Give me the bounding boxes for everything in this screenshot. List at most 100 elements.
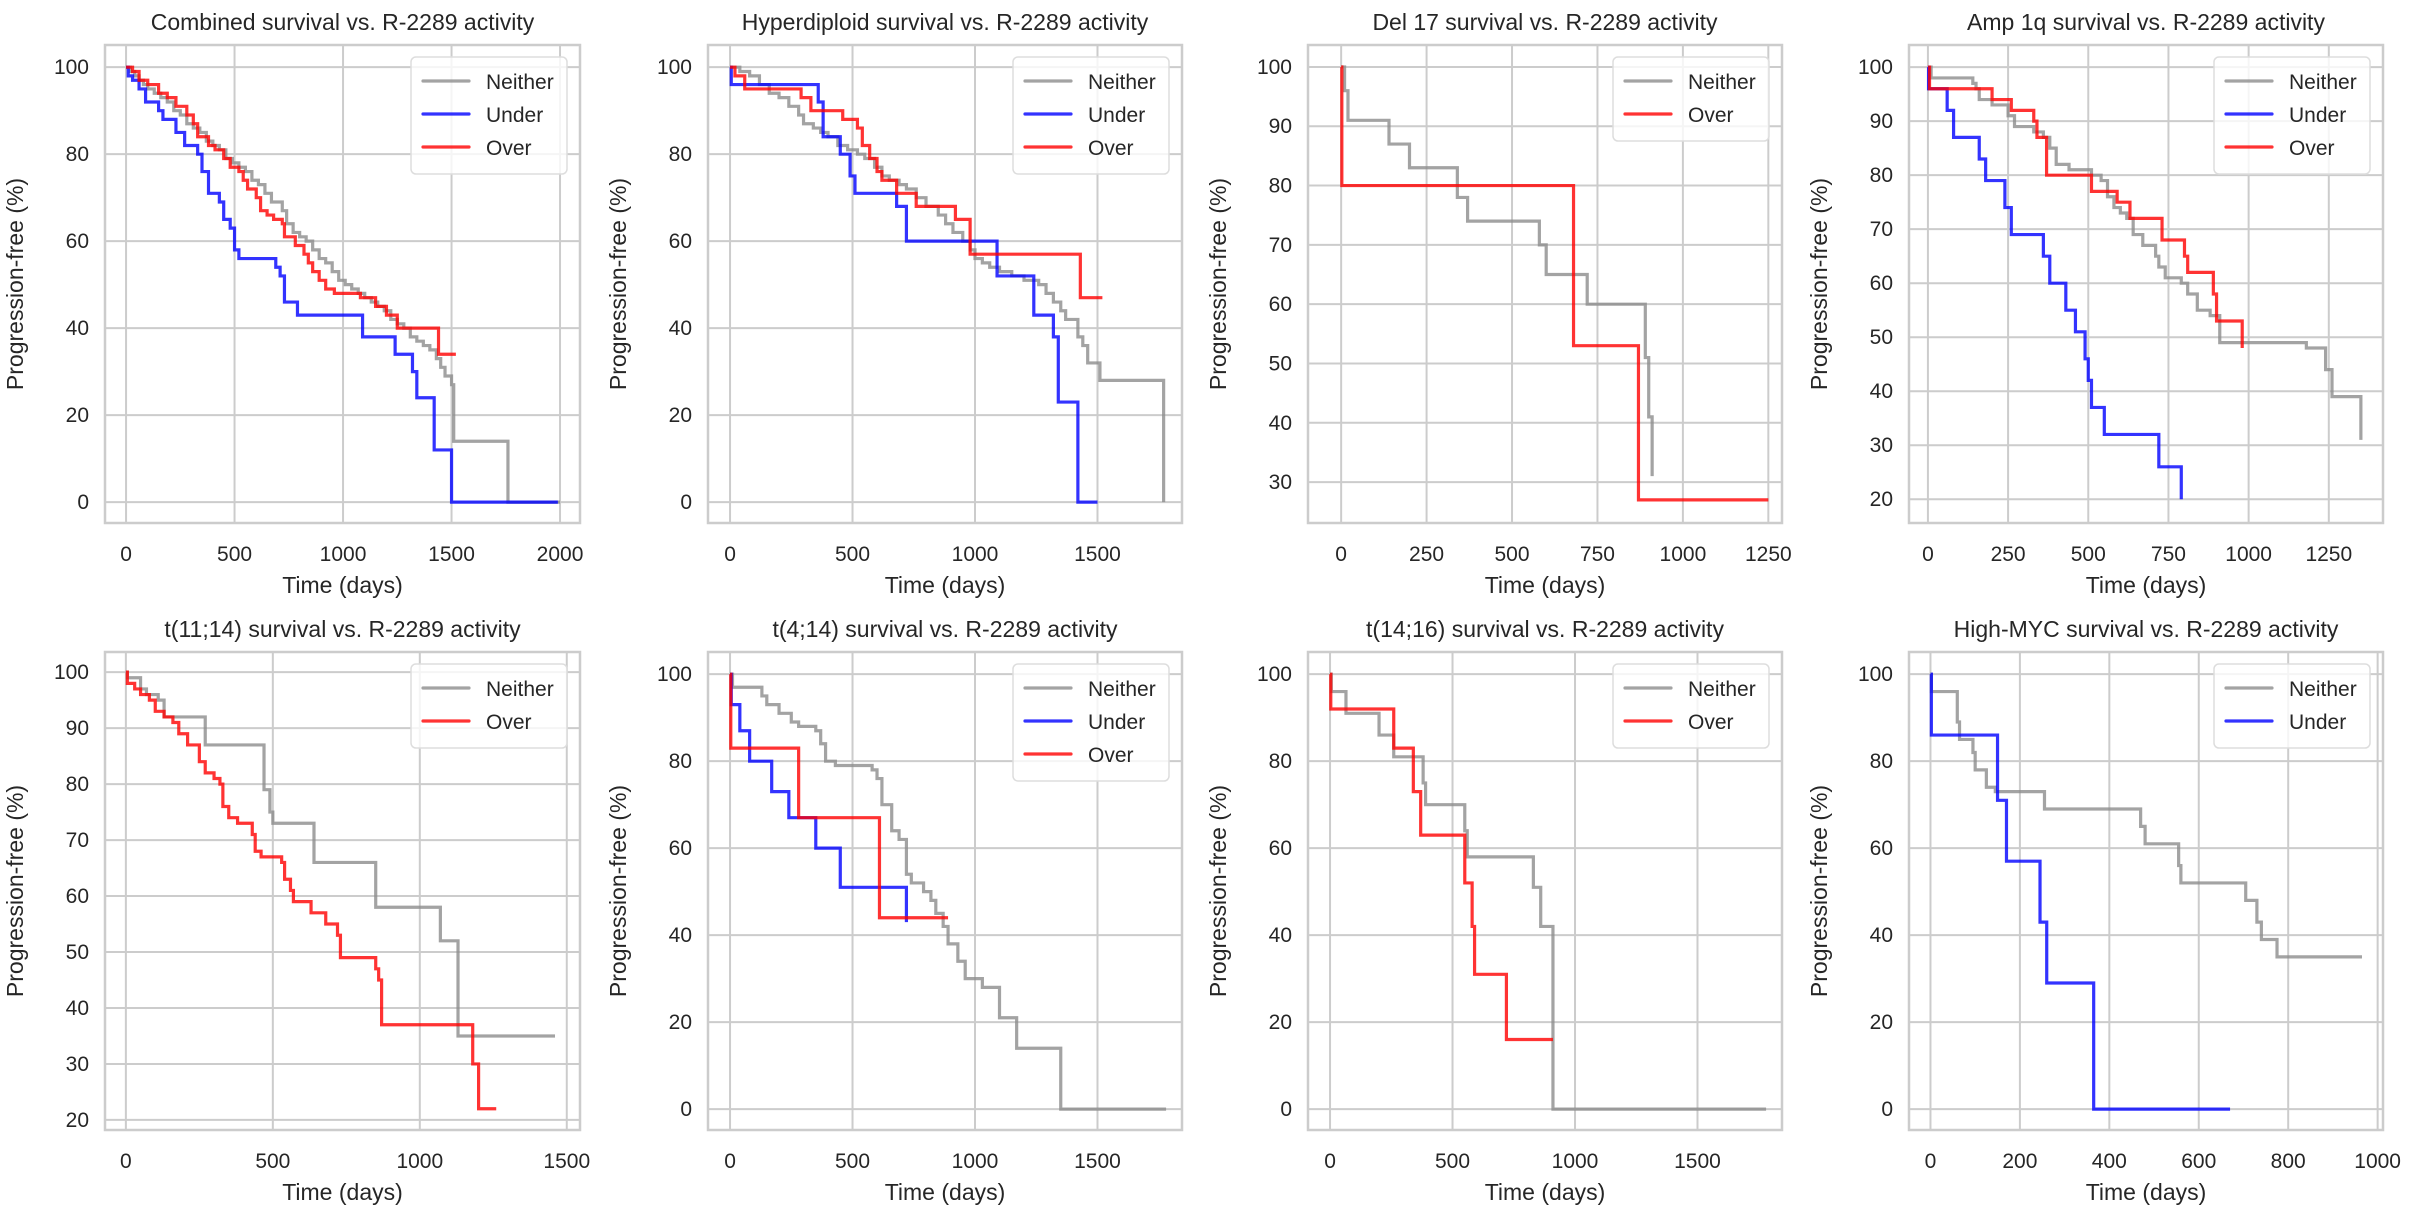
- x-tick-label: 750: [1580, 543, 1615, 566]
- x-tick-label: 600: [2181, 1150, 2216, 1173]
- subplot-title: Hyperdiploid survival vs. R-2289 activit…: [742, 9, 1149, 35]
- series-line-neither: [126, 65, 561, 504]
- x-tick-label: 1250: [1745, 543, 1792, 566]
- series-line-over: [1927, 65, 2244, 349]
- legend-label: Over: [1088, 137, 1134, 160]
- x-tick-label: 0: [1922, 543, 1934, 566]
- y-tick-label: 100: [1257, 663, 1292, 686]
- x-tick-label: 0: [1335, 543, 1347, 566]
- subplot-title: High-MYC survival vs. R-2289 activity: [1954, 616, 2339, 642]
- y-tick-label: 80: [1870, 750, 1893, 773]
- y-tick-label: 100: [657, 663, 692, 686]
- subplot-7: t(14;16) survival vs. R-2289 activity 0 50…: [1205, 616, 1784, 1205]
- x-tick-label: 0: [120, 543, 132, 566]
- y-tick-label: 30: [1870, 434, 1893, 457]
- legend-label: Over: [2289, 137, 2335, 160]
- legend-box: [410, 56, 568, 175]
- y-tick-label: 20: [1870, 488, 1893, 511]
- y-tick-label: 50: [1870, 326, 1893, 349]
- x-tick-label: 1500: [428, 543, 475, 566]
- y-tick-label: 100: [1257, 56, 1292, 79]
- legend-label: Under: [1088, 711, 1145, 734]
- axes-frame: [1907, 650, 2385, 1132]
- series-line-under: [1926, 65, 2183, 500]
- axes-frame: [103, 43, 582, 525]
- y-tick-label: 60: [1269, 837, 1292, 860]
- series-line-neither: [730, 65, 1166, 503]
- y-tick-label: 80: [1269, 175, 1292, 198]
- legend-label: Over: [486, 137, 532, 160]
- y-axis-label: Progression-free (%): [605, 785, 631, 997]
- y-tick-label: 90: [1870, 110, 1893, 133]
- x-axis-label: Time (days): [885, 1179, 1006, 1205]
- series-line-under: [126, 65, 558, 504]
- legend-label: Over: [1088, 744, 1134, 767]
- axes-frame: [706, 43, 1184, 525]
- legend-box: [1012, 56, 1170, 175]
- x-tick-label: 200: [2002, 1150, 2037, 1173]
- y-tick-label: 60: [1870, 272, 1893, 295]
- legend-box: [1612, 663, 1770, 749]
- y-axis-label: Progression-free (%): [2, 785, 28, 997]
- series-line-neither: [1927, 65, 2363, 440]
- y-tick-label: 80: [1269, 750, 1292, 773]
- legend-label: Neither: [2289, 71, 2357, 94]
- x-tick-label: 0: [1324, 1150, 1336, 1173]
- series-line-neither: [125, 670, 556, 1038]
- x-tick-label: 500: [835, 1150, 870, 1173]
- legend-label: Under: [486, 104, 543, 127]
- legend: Neither Under Over: [1012, 56, 1170, 175]
- y-tick-label: 70: [66, 829, 89, 852]
- series-line-over: [730, 65, 1103, 300]
- legend-label: Neither: [486, 71, 554, 94]
- x-axis-label: Time (days): [282, 572, 403, 598]
- legend: Neither Under Over: [1012, 663, 1170, 782]
- series-line-over: [1329, 672, 1553, 1042]
- subplot-title: t(11;14) survival vs. R-2289 activity: [164, 616, 521, 642]
- y-tick-label: 70: [1269, 234, 1292, 257]
- x-tick-label: 1500: [1074, 1150, 1121, 1173]
- subplot-5: t(11;14) survival vs. R-2289 activity 0 50…: [2, 616, 590, 1205]
- x-tick-label: 1000: [952, 1150, 999, 1173]
- y-tick-label: 40: [1870, 924, 1893, 947]
- y-tick-label: 80: [66, 773, 89, 796]
- x-axis-label: Time (days): [2086, 572, 2207, 598]
- y-tick-label: 30: [1269, 471, 1292, 494]
- x-tick-label: 1250: [2305, 543, 2352, 566]
- y-axis-label: Progression-free (%): [605, 178, 631, 390]
- x-tick-label: 1000: [2354, 1150, 2401, 1173]
- y-tick-label: 20: [66, 1109, 89, 1132]
- legend-label: Neither: [1688, 71, 1756, 94]
- y-tick-label: 50: [66, 941, 89, 964]
- y-axis-label: Progression-free (%): [1806, 785, 1832, 997]
- y-tick-label: 40: [669, 924, 692, 947]
- subplot-4: Amp 1q survival vs. R-2289 activity 0 250 5…: [1806, 9, 2385, 598]
- legend-label: Neither: [1688, 678, 1756, 701]
- y-axis-label: Progression-free (%): [1806, 178, 1832, 390]
- y-tick-label: 80: [1870, 164, 1893, 187]
- legend-box: [2213, 56, 2371, 175]
- x-tick-label: 1000: [1660, 543, 1707, 566]
- legend-label: Under: [1088, 104, 1145, 127]
- legend-label: Under: [2289, 104, 2346, 127]
- x-tick-label: 1500: [543, 1150, 590, 1173]
- series-line-over: [126, 65, 456, 356]
- y-tick-label: 50: [1269, 352, 1292, 375]
- x-tick-label: 500: [1494, 543, 1529, 566]
- x-tick-label: 0: [724, 543, 736, 566]
- legend-box: [1012, 663, 1170, 782]
- x-tick-label: 1000: [2225, 543, 2272, 566]
- legend-label: Over: [486, 711, 532, 734]
- subplot-2: Hyperdiploid survival vs. R-2289 activit…: [605, 9, 1184, 598]
- y-tick-label: 60: [1269, 293, 1292, 316]
- axes-frame: [1907, 43, 2385, 525]
- series-line-over: [729, 672, 949, 920]
- y-tick-label: 60: [66, 885, 89, 908]
- x-tick-label: 400: [2092, 1150, 2127, 1173]
- legend: Neither Over: [1612, 663, 1770, 749]
- subplot-title: Combined survival vs. R-2289 activity: [151, 9, 535, 35]
- x-axis-label: Time (days): [282, 1179, 403, 1205]
- y-tick-label: 0: [680, 491, 692, 514]
- axes-frame: [1306, 650, 1784, 1132]
- x-tick-label: 0: [724, 1150, 736, 1173]
